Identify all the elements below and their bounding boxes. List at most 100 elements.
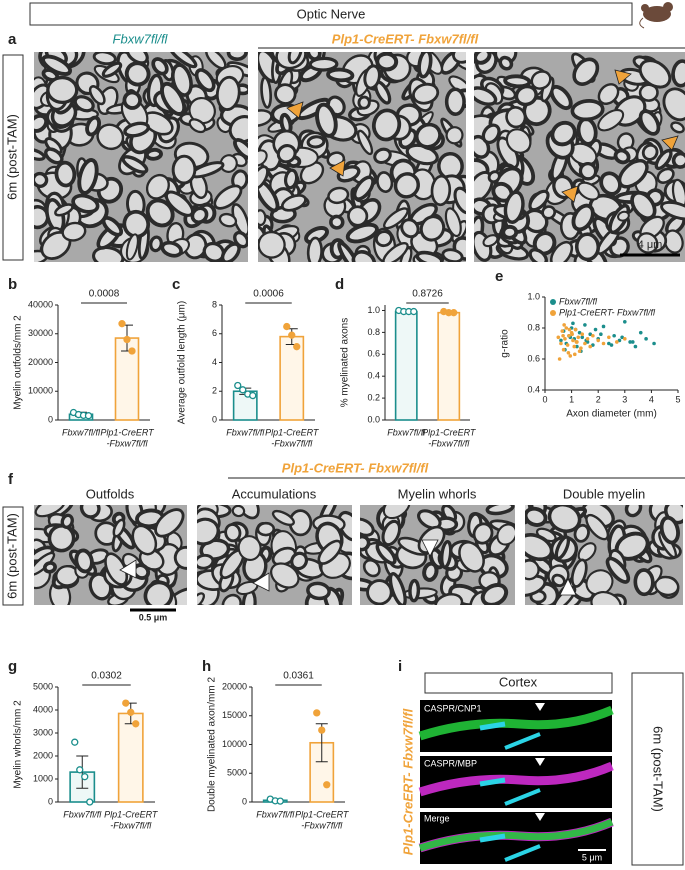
panel-letter: b (8, 276, 17, 293)
axon (351, 250, 377, 262)
y-tick-label: 0.0 (367, 414, 380, 424)
micrograph (34, 505, 187, 605)
x-tick-label: Fbxw7fl/fl (256, 809, 295, 819)
axon (547, 505, 582, 533)
y-tick-label: 8 (212, 299, 217, 309)
channel-label: Merge (424, 813, 450, 823)
panel-letter: d (335, 276, 344, 293)
data-point (576, 335, 581, 340)
data-point (620, 335, 624, 340)
timepoint-label: 6m (post-TAM) (651, 726, 666, 812)
axon (554, 535, 571, 561)
data-point (607, 341, 611, 346)
legend-marker (550, 299, 556, 305)
axon (171, 154, 197, 185)
axon (122, 209, 151, 239)
data-point (561, 333, 565, 338)
fluorescence (418, 812, 614, 864)
axon (71, 193, 100, 214)
axon (393, 172, 420, 199)
channel-label: CASPR/MBP (424, 758, 477, 768)
axon (260, 76, 273, 109)
panel-letter: i (398, 658, 402, 675)
node (479, 721, 506, 731)
panel-letter: g (8, 658, 17, 675)
axon (226, 52, 248, 62)
axon (660, 200, 685, 221)
axon (528, 189, 550, 212)
axon (123, 121, 151, 138)
y-tick-label: 0.8 (527, 322, 540, 332)
data-point (127, 708, 135, 716)
axon (96, 123, 125, 151)
em-title: Double myelin (563, 486, 645, 501)
axon (85, 115, 102, 137)
micrograph (360, 505, 515, 605)
axon (112, 518, 126, 538)
panel-letter: c (172, 276, 180, 293)
timepoint-label: 6m (post-TAM) (4, 513, 19, 599)
axon (327, 186, 350, 205)
y-tick-label: 2 (212, 386, 217, 396)
axon (271, 509, 295, 527)
axon (290, 551, 309, 571)
data-point (71, 738, 79, 746)
x-tick-label: Plp1-CreERT (100, 427, 155, 437)
data-point (585, 337, 590, 341)
data-point (323, 781, 331, 789)
axon (597, 109, 625, 132)
x-tick-label: -Fbxw7fl/fl (271, 438, 313, 448)
y-tick-label: 10000 (28, 386, 53, 396)
axon (415, 250, 444, 262)
axon (34, 147, 46, 161)
x-tick-label: Fbxw7fl/fl (226, 427, 265, 437)
y-tick-label: 15000 (222, 710, 247, 720)
data-point (571, 321, 575, 326)
axon (638, 83, 659, 102)
fiber (418, 705, 614, 741)
axon (414, 122, 442, 149)
data-point (623, 320, 627, 324)
data-point (128, 347, 136, 355)
axon (280, 194, 307, 212)
axon (362, 558, 381, 578)
axon (61, 221, 87, 242)
axon (585, 513, 610, 541)
data-point (568, 354, 573, 358)
axon (528, 248, 548, 262)
axon (654, 149, 673, 171)
axon (482, 234, 499, 248)
axon (371, 108, 402, 142)
axon (613, 148, 631, 165)
axon (287, 52, 303, 65)
y-tick-label: 2000 (33, 750, 53, 760)
axon (638, 109, 661, 136)
axon (408, 578, 421, 603)
axon (363, 64, 381, 90)
y-tick-label: 0 (242, 796, 247, 806)
axon (422, 561, 439, 582)
header-title: Optic Nerve (297, 6, 366, 21)
x-tick-label: 3 (622, 394, 627, 404)
axon (160, 240, 183, 258)
axon (74, 548, 94, 574)
axon (670, 121, 685, 134)
axon (574, 232, 601, 262)
data-point (81, 773, 89, 781)
axon (258, 178, 280, 213)
fiber (418, 818, 614, 852)
y-tick-label: 4000 (33, 704, 53, 714)
axon (160, 81, 187, 116)
axon (237, 535, 262, 561)
data-point (118, 320, 126, 328)
x-tick-label: 0 (542, 394, 547, 404)
data-point (577, 330, 582, 335)
data-point (599, 332, 603, 337)
x-tick-label: Plp1-CreERT (265, 427, 320, 437)
axon (503, 74, 532, 89)
y-tick-label: 0.6 (367, 349, 380, 359)
axon (337, 241, 361, 262)
y-tick-label: 20000 (222, 681, 247, 691)
data-point (234, 381, 242, 390)
axon (417, 52, 433, 79)
